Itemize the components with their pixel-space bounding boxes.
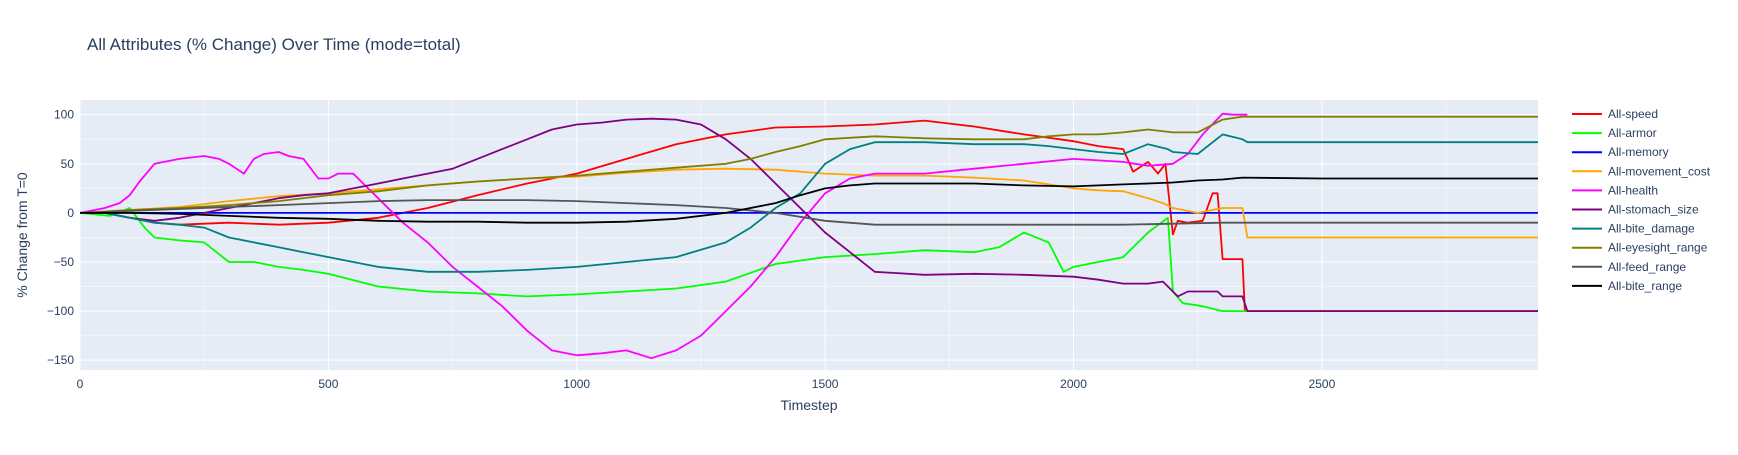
x-tick-label: 1000 [563,377,590,391]
x-tick-label: 2000 [1060,377,1087,391]
legend-label-All-feed_range: All-feed_range [1608,260,1686,274]
legend-label-All-stomach_size: All-stomach_size [1608,203,1699,217]
y-tick-label: −100 [47,304,74,318]
legend-label-All-bite_damage: All-bite_damage [1608,222,1695,236]
series-line-All-bite_damage [80,133,1538,273]
series-line-All-armor [80,207,1538,313]
y-axis-label: % Change from T=0 [14,172,30,298]
y-tick-label: −150 [47,353,74,367]
series-line-All-speed [80,119,1538,313]
y-tick-label: 50 [61,157,75,171]
legend-label-All-bite_range: All-bite_range [1608,279,1682,293]
y-tick-label: −50 [54,255,75,269]
legend-label-All-memory: All-memory [1608,145,1669,159]
x-tick-label: 0 [77,377,84,391]
series-line-All-eyesight_range [80,115,1538,214]
y-tick-label: 0 [67,206,74,220]
legend-label-All-movement_cost: All-movement_cost [1608,164,1711,178]
x-tick-label: 500 [318,377,338,391]
legend-label-All-speed: All-speed [1608,107,1658,121]
series-line-All-health [80,112,1248,360]
y-tick-label: 100 [54,108,74,122]
plot-area [80,100,1538,370]
x-tick-label: 2500 [1309,377,1336,391]
chart-title: All Attributes (% Change) Over Time (mod… [87,35,461,54]
series-line-All-movement_cost [80,167,1538,239]
x-tick-label: 1500 [812,377,839,391]
legend-label-All-health: All-health [1608,183,1658,197]
series-line-All-stomach_size [80,117,1538,313]
x-axis-label: Timestep [780,397,837,413]
legend-label-All-eyesight_range: All-eyesight_range [1608,241,1708,255]
series-line-All-bite_range [80,176,1538,224]
legend-label-All-armor: All-armor [1608,126,1657,140]
series-line-All-feed_range [80,199,1538,226]
